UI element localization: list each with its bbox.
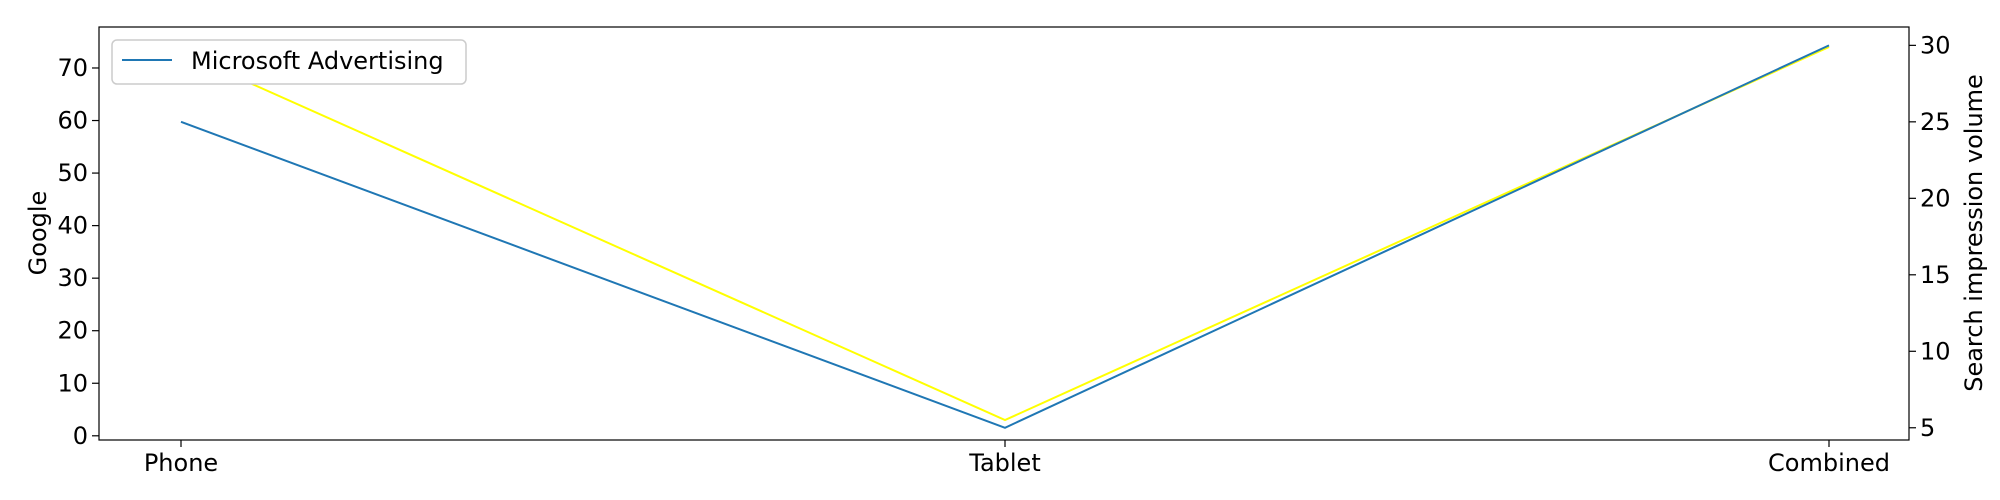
plot-area: [98, 26, 1910, 441]
right-tick-label: 15: [1920, 261, 1951, 289]
left-axis-label: Google: [24, 191, 52, 276]
left-tick-label: 0: [73, 422, 88, 450]
left-tick-label: 10: [57, 369, 88, 397]
x-tick-label-combined: Combined: [1768, 449, 1890, 477]
x-tick-label-phone: Phone: [144, 449, 218, 477]
left-tick-label: 30: [57, 264, 88, 292]
left-tick-label: 50: [57, 159, 88, 187]
x-tick-label-tablet: Tablet: [968, 449, 1040, 477]
legend-label-microsoft-advertising: Microsoft Advertising: [191, 47, 444, 75]
series-layer: [180, 44, 1830, 429]
right-tick-label: 25: [1920, 108, 1951, 136]
right-tick-label: 10: [1920, 337, 1951, 365]
right-tick-label: 5: [1920, 414, 1935, 442]
right-axis-label: Search impression volume: [1960, 74, 1988, 392]
left-tick-label: 60: [57, 107, 88, 135]
legend-box: [111, 39, 467, 85]
left-tick-label: 40: [57, 212, 88, 240]
left-tick-label: 70: [57, 54, 88, 82]
left-axis: 0 10 20 30 40 50 60 70: [57, 54, 99, 450]
x-axis: Phone Tablet Combined: [144, 440, 1890, 477]
right-tick-label: 20: [1920, 184, 1951, 212]
left-tick-label: 20: [57, 317, 88, 345]
right-axis: 5 10 15 20 25 30: [1909, 31, 1951, 442]
legend: Microsoft Advertising: [111, 39, 467, 85]
right-tick-label: 30: [1920, 31, 1951, 59]
